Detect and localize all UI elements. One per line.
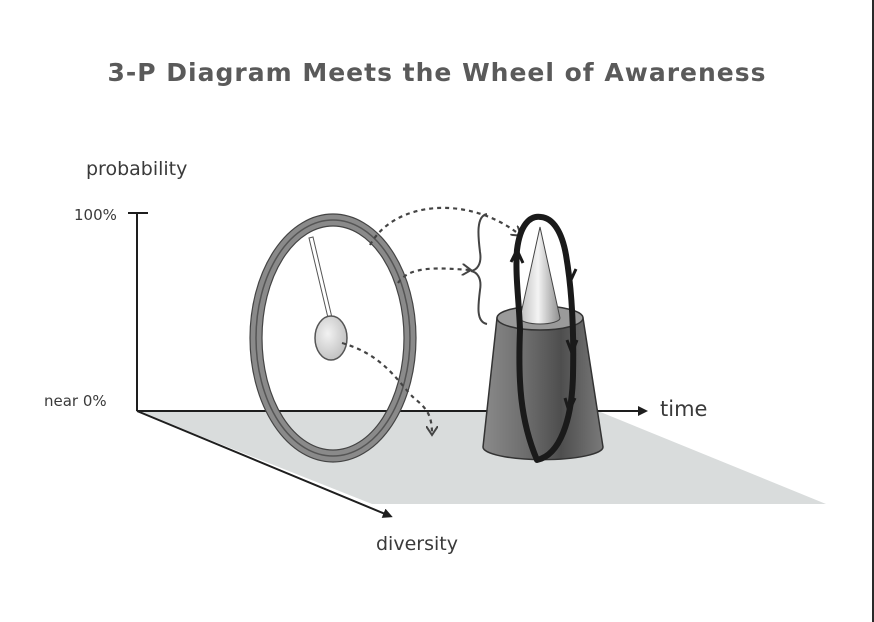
awareness-loop — [509, 213, 579, 463]
diversity-axis — [136, 410, 393, 518]
wheel-spoke — [308, 236, 334, 323]
ground-plane — [137, 411, 826, 504]
diversity-axis-label: diversity — [376, 533, 458, 555]
wheel-hub — [314, 315, 348, 361]
probability-100-label: 100% — [74, 206, 117, 224]
wheel-of-awareness — [249, 213, 417, 463]
plateau-peak-brace — [470, 213, 488, 325]
frame-border — [872, 0, 874, 622]
peak-cone — [519, 226, 561, 325]
diagram-title: 3-P Diagram Meets the Wheel of Awareness — [107, 58, 767, 87]
plateau-cylinder — [482, 305, 604, 461]
rim-to-plateau-arrow — [397, 268, 470, 284]
time-axis-label: time — [660, 397, 708, 421]
rim-to-peak-arrow — [369, 206, 520, 246]
probability-axis-label: probability — [86, 158, 188, 180]
probability-near-0-label: near 0% — [44, 392, 107, 410]
